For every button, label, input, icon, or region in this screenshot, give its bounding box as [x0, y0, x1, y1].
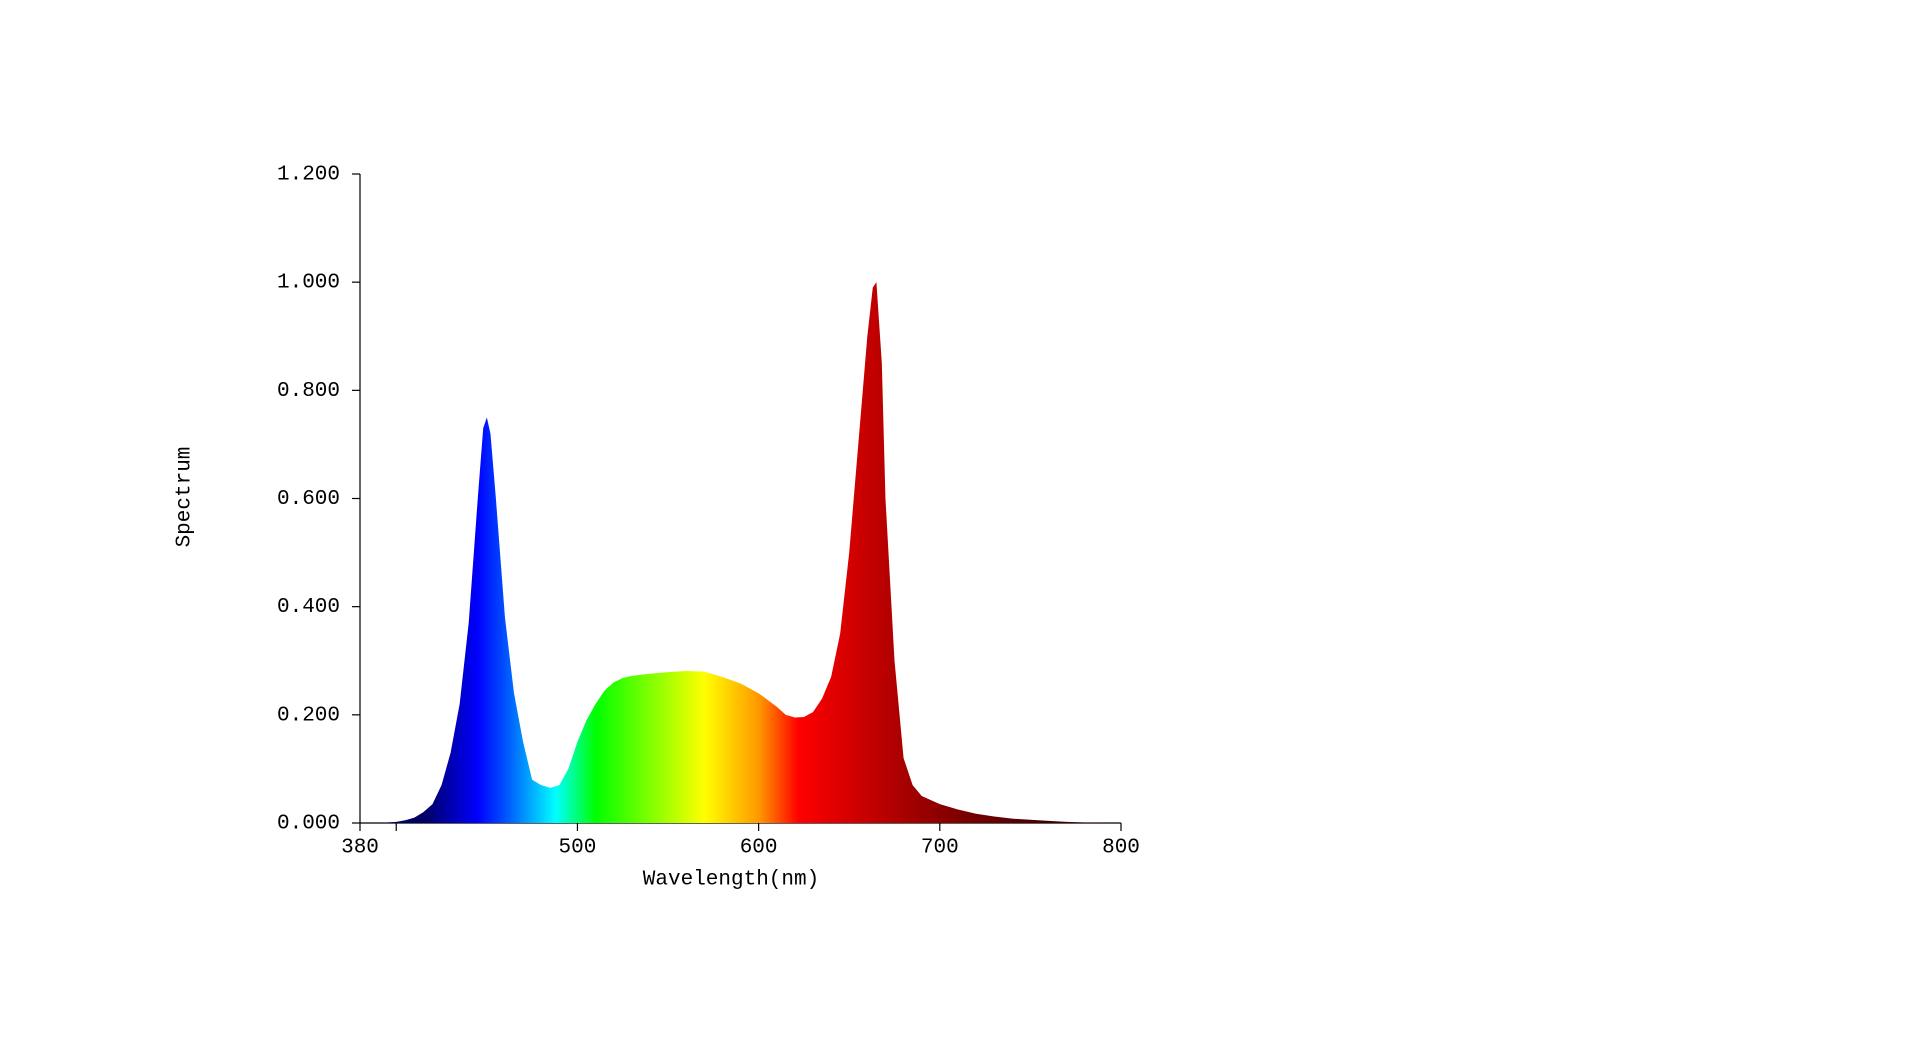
y-tick-label: 0.200	[277, 704, 340, 727]
y-tick-label: 0.400	[277, 596, 340, 619]
x-tick-label: 600	[740, 837, 778, 860]
spectrum-area	[360, 282, 1121, 823]
y-tick-label: 0.600	[277, 488, 340, 511]
x-tick-label: 700	[921, 837, 959, 860]
y-tick-label: 1.200	[277, 164, 340, 187]
y-tick-label: 0.000	[277, 813, 340, 836]
x-axis-label: Wavelength(nm)	[643, 869, 819, 892]
x-tick-label: 800	[1102, 837, 1140, 860]
x-tick-label: 500	[559, 837, 597, 860]
x-tick-label: 380	[341, 837, 379, 860]
y-tick-label: 0.800	[277, 380, 340, 403]
y-tick-label: 1.000	[277, 272, 340, 295]
y-axis-label: Spectrum	[174, 447, 197, 548]
